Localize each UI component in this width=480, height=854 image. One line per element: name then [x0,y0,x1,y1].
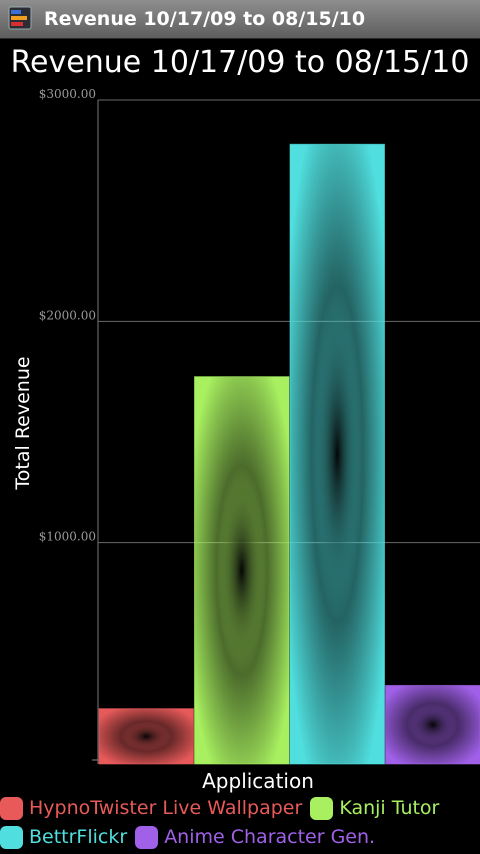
title-bar: Revenue 10/17/09 to 08/15/10 [0,0,480,39]
y-axis-label: Total Revenue [12,356,34,490]
chart-legend: HypnoTwister Live Wallpaper Kanji Tutor Be… [0,794,480,852]
legend-swatch [135,826,159,849]
bar[interactable] [385,684,480,765]
bar[interactable] [289,143,385,765]
legend-item: Kanji Tutor [310,794,439,823]
legend-item: BettrFlickr [0,823,127,852]
chart-title: Revenue 10/17/09 to 08/15/10 [10,45,470,80]
legend-item: Anime Character Gen. [135,823,375,852]
window-title: Revenue 10/17/09 to 08/15/10 [44,8,366,30]
x-axis-label: Application [202,769,314,793]
legend-label: Anime Character Gen. [164,826,376,848]
legend-swatch [310,797,334,820]
y-tick-label: $3000.00 [39,87,96,101]
legend-label: BettrFlickr [29,826,128,848]
bar-chart-app-icon [8,6,32,30]
legend-swatch [0,826,23,849]
bar[interactable] [98,708,194,765]
legend-label: HypnoTwister Live Wallpaper [29,797,303,819]
y-tick-label: $1000.00 [39,530,96,544]
legend-label: Kanji Tutor [339,797,440,819]
legend-item: HypnoTwister Live Wallpaper [0,794,302,823]
legend-swatch [0,797,23,820]
y-tick-label: $2000.00 [39,308,96,322]
bar[interactable] [194,376,290,765]
